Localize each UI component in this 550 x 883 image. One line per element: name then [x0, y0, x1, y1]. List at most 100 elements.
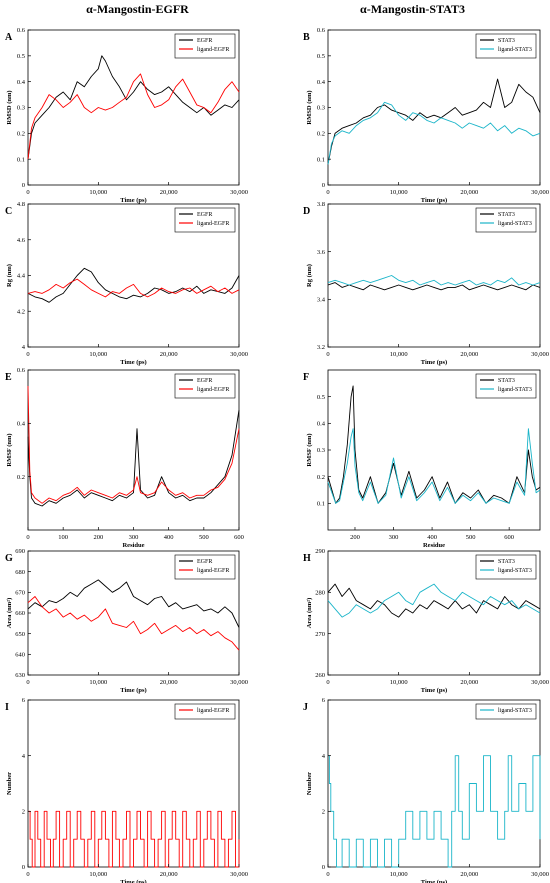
y-tick-label-i: 0 [22, 864, 25, 871]
x-tick-label-i: 0 [26, 871, 29, 878]
legend-label-j: ligand-STAT3 [498, 708, 532, 714]
y-tick-label-i: 6 [22, 697, 26, 704]
y-tick-label-b: 0.5 [317, 53, 325, 60]
y-axis-label-b: RMSD (nm) [306, 90, 313, 124]
panel-letter-b: B [303, 32, 310, 43]
x-tick-label-h: 30,000 [531, 679, 549, 686]
y-axis-label-j: Number [306, 772, 313, 795]
y-tick-label-d: 3.6 [317, 249, 326, 256]
series-line-j-ligand-stat3 [328, 755, 541, 868]
legend-box-g [174, 554, 236, 580]
y-tick-label-h: 270 [315, 631, 325, 638]
x-tick-label-d: 20,000 [460, 351, 478, 358]
legend-box-d [475, 207, 537, 233]
y-tick-label-g: 650 [15, 631, 25, 638]
x-tick-label-a: 0 [26, 189, 29, 196]
y-tick-label-f: 0.5 [317, 394, 325, 401]
x-tick-label-c: 20,000 [160, 351, 178, 358]
x-tick-label-e: 100 [58, 534, 68, 541]
x-axis-label-i: Time (ps) [120, 879, 146, 883]
series-line-c-ligand-egfr [27, 278, 240, 298]
x-tick-label-a: 10,000 [89, 189, 107, 196]
x-tick-label-g: 20,000 [160, 679, 178, 686]
x-tick-label-b: 30,000 [531, 189, 549, 196]
x-tick-label-c: 10,000 [89, 351, 107, 358]
panel-letter-j: J [303, 702, 308, 713]
y-tick-label-h: 280 [315, 590, 325, 597]
y-tick-label-g: 660 [15, 610, 25, 617]
y-tick-label-h: 260 [315, 672, 325, 679]
x-tick-label-e: 300 [129, 534, 139, 541]
y-axis-label-c: Rg (nm) [6, 264, 13, 287]
y-axis-label-d: Rg (nm) [306, 264, 313, 287]
x-tick-label-g: 10,000 [89, 679, 107, 686]
x-axis-label-d: Time (ps) [421, 359, 447, 366]
x-tick-label-h: 0 [326, 679, 329, 686]
x-axis-label-h: Time (ps) [421, 687, 447, 694]
x-tick-label-a: 20,000 [160, 189, 178, 196]
y-tick-label-g: 640 [15, 652, 25, 659]
series-line-a-egfr [27, 55, 240, 160]
y-tick-label-e: 0.6 [17, 367, 26, 374]
series-line-h-ligand-stat3 [327, 583, 541, 618]
y-tick-label-f: 0.3 [317, 447, 325, 454]
x-tick-label-j: 0 [326, 871, 329, 878]
series-line-h-stat3 [327, 583, 541, 618]
legend-label-f: ligand-STAT3 [498, 387, 532, 393]
y-tick-label-b: 0.2 [317, 131, 325, 138]
series-line-b-stat3 [327, 78, 541, 165]
legend-box-j [475, 703, 537, 720]
y-tick-label-a: 0 [22, 182, 25, 189]
y-tick-label-b: 0.4 [317, 79, 326, 86]
x-tick-label-h: 20,000 [460, 679, 478, 686]
panel-letter-f: F [303, 372, 309, 383]
series-line-c-egfr [27, 267, 240, 303]
y-tick-label-j: 0 [322, 864, 325, 871]
legend-label-g: ligand-EGFR [197, 568, 229, 574]
y-tick-label-e: 0.4 [17, 421, 26, 428]
x-tick-label-j: 10,000 [390, 871, 408, 878]
series-line-e-ligand-egfr [27, 385, 240, 504]
x-tick-label-e: 500 [199, 534, 209, 541]
y-tick-label-d: 3.8 [317, 201, 325, 208]
legend-label-g: EGFR [197, 559, 212, 565]
x-axis-label-a: Time (ps) [120, 197, 146, 204]
y-tick-label-f: 0.4 [317, 421, 326, 428]
y-tick-label-b: 0.1 [317, 156, 325, 163]
legend-label-c: EGFR [197, 212, 212, 218]
y-tick-label-j: 6 [322, 697, 326, 704]
y-tick-label-b: 0.6 [317, 27, 326, 34]
y-tick-label-j: 2 [322, 809, 325, 816]
legend-label-b: ligand-STAT3 [498, 47, 532, 53]
y-tick-label-d: 3.2 [317, 344, 325, 351]
y-axis-label-f: RMSF (nm) [306, 433, 313, 466]
y-tick-label-f: 0.2 [317, 474, 325, 481]
column-title-egfr: α-Mangostin-EGFR [86, 2, 189, 16]
x-tick-label-e: 0 [26, 534, 29, 541]
x-tick-label-e: 200 [93, 534, 103, 541]
y-tick-label-a: 0.5 [17, 53, 25, 60]
series-line-f-ligand-stat3 [327, 428, 541, 504]
x-tick-label-c: 30,000 [230, 351, 248, 358]
y-tick-label-g: 670 [15, 590, 25, 597]
y-tick-label-j: 4 [322, 753, 326, 760]
x-tick-label-d: 10,000 [390, 351, 408, 358]
plot-frame-d [327, 203, 541, 348]
x-tick-label-f: 200 [350, 534, 360, 541]
x-tick-label-i: 30,000 [230, 871, 248, 878]
panel-letter-e: E [5, 372, 12, 383]
y-tick-label-a: 0.2 [17, 131, 25, 138]
y-tick-label-g: 680 [15, 569, 25, 576]
x-axis-label-f: Residue [423, 542, 445, 549]
x-tick-label-d: 0 [326, 351, 329, 358]
x-tick-label-f: 300 [389, 534, 399, 541]
column-title-stat3: α-Mangostin-STAT3 [360, 2, 465, 16]
legend-label-e: EGFR [197, 378, 212, 384]
y-tick-label-d: 3.4 [317, 297, 326, 304]
y-tick-label-i: 4 [22, 753, 26, 760]
y-tick-label-c: 4.4 [17, 273, 26, 280]
x-tick-label-a: 30,000 [230, 189, 248, 196]
panel-letter-c: C [5, 206, 12, 217]
x-tick-label-b: 0 [326, 189, 329, 196]
